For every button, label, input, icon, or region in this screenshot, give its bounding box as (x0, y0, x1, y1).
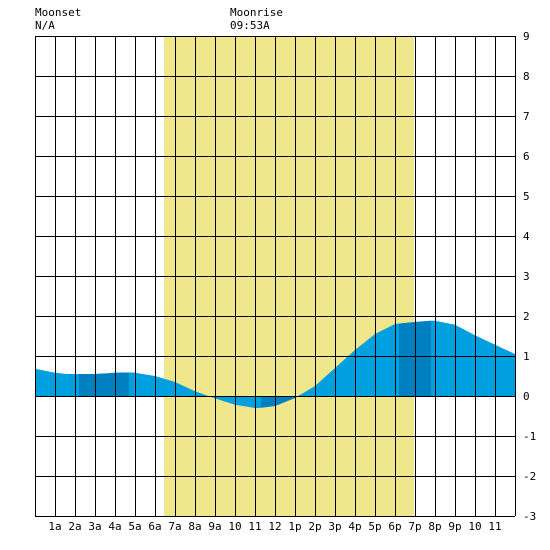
moonset-value: N/A (35, 19, 55, 32)
x-tick-label: 5p (368, 520, 381, 533)
x-tick-label: 9p (448, 520, 461, 533)
y-tick-label: 9 (523, 30, 530, 43)
y-tick-label: -2 (523, 470, 536, 483)
y-axis-tick-labels: 9 8 7 6 5 4 3 2 1 0 -1 -2 -3 (523, 30, 536, 523)
y-tick-label: 8 (523, 70, 530, 83)
x-tick-label: 6a (148, 520, 161, 533)
x-tick-label: 7a (168, 520, 181, 533)
y-tick-label: 3 (523, 270, 530, 283)
moonrise-value: 09:53A (230, 19, 270, 32)
x-tick-label: 4p (348, 520, 361, 533)
y-tick-label: -3 (523, 510, 536, 523)
x-tick-label: 3p (328, 520, 341, 533)
y-tick-label: 2 (523, 310, 530, 323)
x-tick-label: 8a (188, 520, 201, 533)
y-tick-label: 4 (523, 230, 530, 243)
y-tick-label: -1 (523, 430, 536, 443)
y-tick-label: 1 (523, 350, 530, 363)
x-tick-label: 11 (488, 520, 501, 533)
x-tick-label: 2p (308, 520, 321, 533)
x-tick-label: 2a (68, 520, 81, 533)
x-tick-label: 10 (468, 520, 481, 533)
x-tick-label: 6p (388, 520, 401, 533)
grid (35, 36, 516, 517)
header: Moonset N/A Moonrise 09:53A (35, 6, 283, 32)
plot-area (35, 36, 516, 517)
x-tick-label: 9a (208, 520, 221, 533)
x-tick-label: 1p (288, 520, 301, 533)
x-tick-label: 8p (428, 520, 441, 533)
x-tick-label: 1a (48, 520, 61, 533)
x-tick-label: 5a (128, 520, 141, 533)
y-tick-label: 6 (523, 150, 530, 163)
moonset-label: Moonset (35, 6, 81, 19)
x-tick-label: 12 (268, 520, 281, 533)
y-tick-label: 5 (523, 190, 530, 203)
moonrise-label: Moonrise (230, 6, 283, 19)
x-tick-label: 7p (408, 520, 421, 533)
x-tick-label: 4a (108, 520, 121, 533)
y-tick-label: 0 (523, 390, 530, 403)
x-tick-label: 3a (88, 520, 101, 533)
x-tick-label: 10 (228, 520, 241, 533)
y-tick-label: 7 (523, 110, 530, 123)
x-axis-tick-labels: 1a 2a 3a 4a 5a 6a 7a 8a 9a 10 11 12 1p 2p 3p 4p 5p 6p 7p 8p… (48, 520, 501, 533)
x-tick-label: 11 (248, 520, 261, 533)
